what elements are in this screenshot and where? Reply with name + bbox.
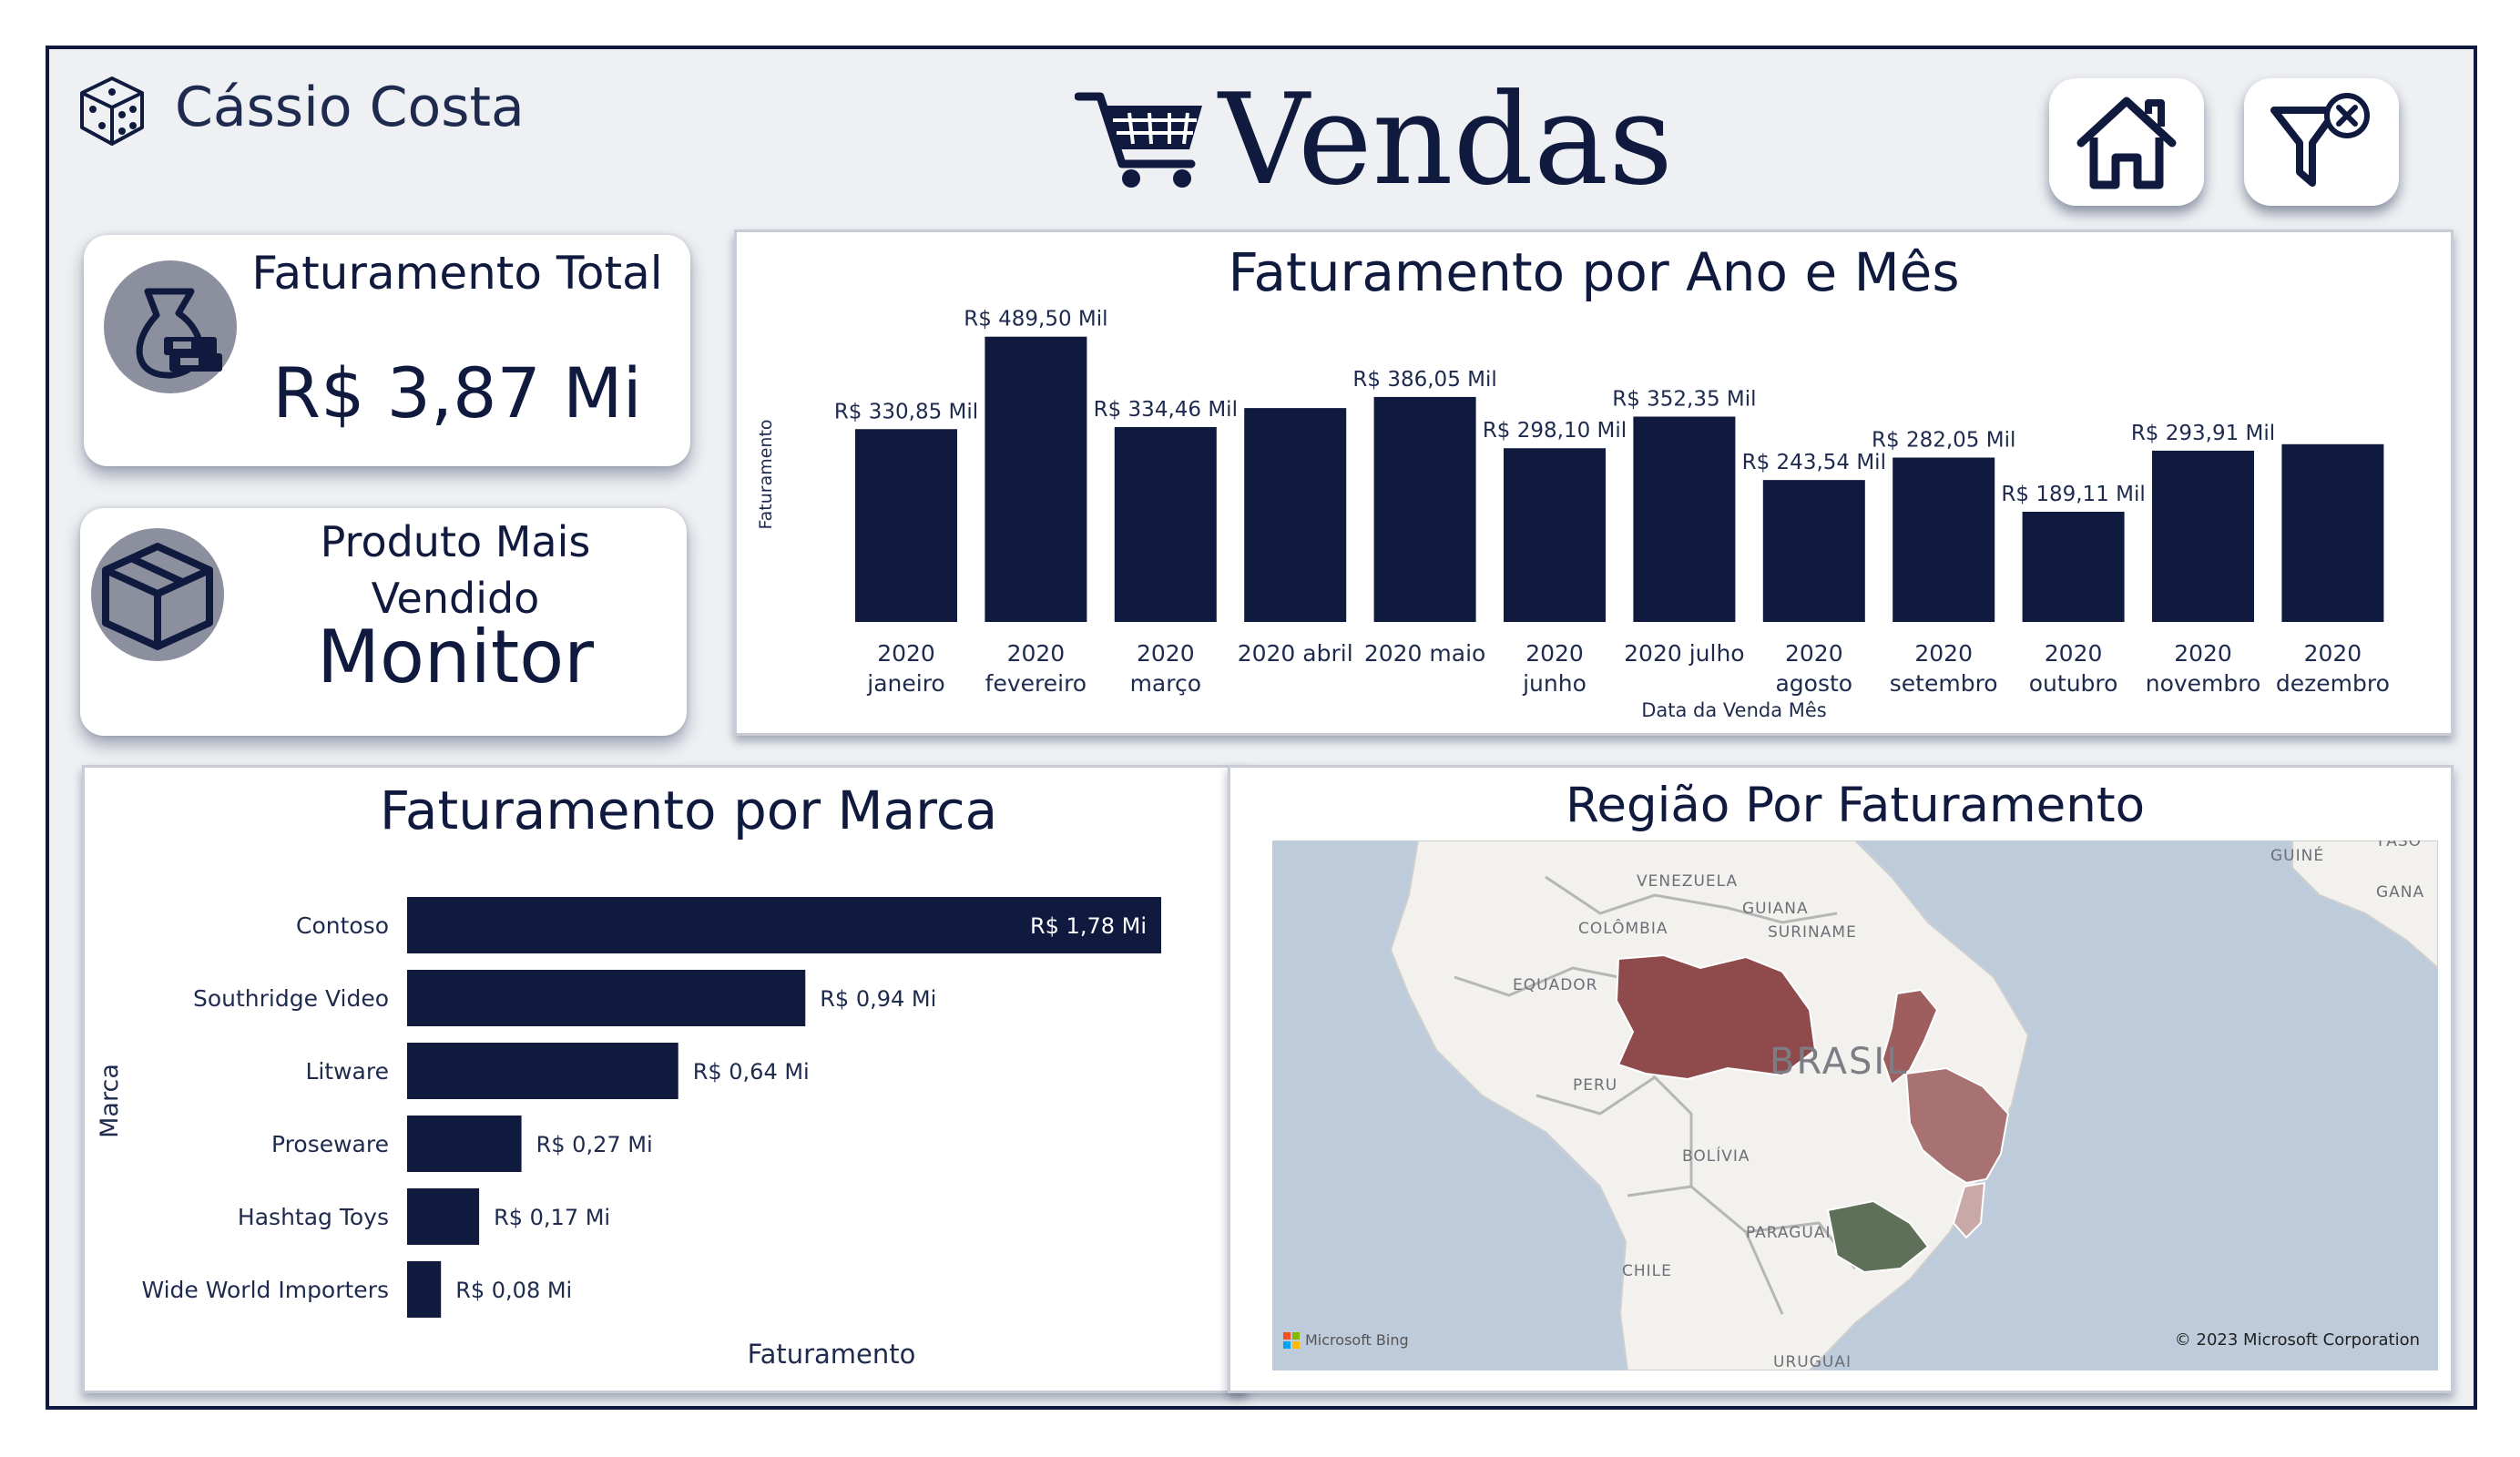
map-label-peru: PERU (1573, 1076, 1617, 1095)
map-label-chile: CHILE (1622, 1262, 1672, 1280)
brand-bar[interactable] (407, 970, 806, 1026)
monthly-data-label: R$ 243,54 Mil (1742, 451, 1886, 474)
monthly-x-tick: 2020 junho (1523, 640, 1586, 697)
brand-bar[interactable] (407, 897, 1161, 953)
monthly-data-label: R$ 386,05 Mil (1352, 368, 1496, 392)
map-label-venezuela: VENEZUELA (1637, 872, 1738, 891)
map-label-faso: FASO (2378, 841, 2422, 851)
box-icon (91, 528, 224, 661)
monthly-x-tick: 2020 março (1129, 640, 1202, 697)
brand-data-label: R$ 0,94 Mi (820, 986, 936, 1012)
brand-bar[interactable] (407, 1261, 442, 1318)
brand-data-label: R$ 1,78 Mi (1030, 913, 1147, 939)
brand-chart-title: Faturamento por Marca (379, 779, 998, 841)
map-label-equador: EQUADOR (1513, 976, 1597, 994)
brand-bar[interactable] (407, 1116, 522, 1172)
cart-icon (1074, 82, 1211, 191)
map-title: Região Por Faturamento (1565, 778, 2146, 833)
brand-category-label: Wide World Importers (141, 1277, 389, 1303)
map-label-paraguai: PARAGUAI (1746, 1224, 1831, 1242)
monthly-bar[interactable] (2281, 443, 2384, 622)
monthly-data-label: R$ 330,85 Mil (834, 400, 978, 423)
monthly-x-tick: 2020 julho (1624, 640, 1745, 667)
brand-data-label: R$ 0,27 Mi (536, 1132, 653, 1157)
kpi-top-product-value: Monitor (316, 615, 595, 699)
brand-revenue-panel: Faturamento por Marca Marca Contoso R$ 1,… (82, 765, 1248, 1393)
map-label-suriname: SURINAME (1768, 923, 1857, 942)
monthly-x-tick: 2020 abril (1237, 640, 1353, 667)
map-label-brasil: BRASIL (1770, 1041, 1908, 1083)
brand-chart-plot: Contoso R$ 1,78 Mi Southridge Video R$ 0,94… (141, 897, 1161, 1318)
dice-logo-icon (73, 73, 151, 151)
home-icon (2076, 97, 2177, 189)
map-label-colombia: COLÔMBIA (1578, 918, 1668, 938)
monthly-x-tick: 2020 maio (1363, 640, 1486, 667)
map-canvas[interactable]: VENEZUELA GUIANA SURINAME COLÔMBIA EQUAD… (1272, 841, 2438, 1370)
monthly-chart-plot: R$ 330,85 Mil R$ 489,50 Mil R$ 334,46 Mil R… (834, 308, 2384, 622)
brand-category-label: Hashtag Toys (238, 1204, 389, 1230)
kpi-total-revenue-label: Faturamento Total (251, 247, 663, 300)
brand-data-label: R$ 0,08 Mi (455, 1278, 572, 1303)
monthly-bar[interactable] (1114, 426, 1217, 622)
monthly-data-label: R$ 293,91 Mil (2131, 422, 2275, 445)
clear-filters-button[interactable] (2244, 78, 2399, 206)
monthly-bar[interactable] (1893, 457, 1995, 622)
map-label-uruguai: URUGUAI (1773, 1353, 1852, 1370)
map-label-guine: GUINÉ (2270, 845, 2324, 865)
monthly-bar[interactable] (855, 429, 957, 622)
map-copyright: © 2023 Microsoft Corporation (2174, 1330, 2420, 1350)
monthly-bar[interactable] (2022, 511, 2125, 622)
brand-category-label: Proseware (271, 1131, 389, 1157)
kpi-total-revenue-card: Faturamento Total R$ 3,87 Mi (84, 235, 690, 466)
page-title: Vendas (1219, 66, 1673, 213)
brand-category-label: Litware (305, 1058, 389, 1085)
monthly-bar[interactable] (1504, 448, 1606, 622)
bing-logo-icon (1283, 1332, 1300, 1349)
monthly-x-tick: 2020 agosto (1775, 640, 1853, 697)
brand-chart-xlabel: Faturamento (747, 1339, 916, 1370)
kpi-total-revenue-value: R$ 3,87 Mi (272, 352, 642, 433)
monthly-data-label: R$ 282,05 Mil (1872, 428, 2015, 452)
home-button[interactable] (2049, 78, 2204, 206)
brand-data-label: R$ 0,17 Mi (494, 1205, 610, 1230)
monthly-data-label: R$ 352,35 Mil (1612, 387, 1756, 411)
monthly-x-tick: 2020 dezembro (2275, 640, 2390, 697)
monthly-bar[interactable] (1373, 396, 1476, 622)
monthly-x-tick: 2020 janeiro (867, 640, 945, 697)
brand-bar[interactable] (407, 1188, 480, 1245)
monthly-data-label: R$ 298,10 Mil (1483, 419, 1627, 443)
brand-category-label: Southridge Video (193, 985, 389, 1012)
brand-data-label: R$ 0,64 Mi (693, 1059, 810, 1085)
monthly-bar[interactable] (985, 336, 1087, 622)
user-name: Cássio Costa (175, 76, 525, 139)
monthly-bar[interactable] (1762, 480, 1865, 622)
region-map-panel: Região Por Faturamento VENEZUELA GUIANA … (1228, 765, 2454, 1393)
filter-clear-icon (2270, 93, 2370, 187)
map-attribution: Microsoft Bing (1305, 1331, 1409, 1349)
monthly-data-label: R$ 489,50 Mil (964, 308, 1107, 331)
monthly-data-label: R$ 189,11 Mil (2001, 483, 2145, 506)
dashboard-frame: Cássio Costa Vendas (46, 46, 2477, 1410)
monthly-x-tick: 2020 outubro (2028, 640, 2118, 697)
monthly-bar[interactable] (1633, 416, 1736, 622)
map-label-bolivia: BOLÍVIA (1682, 1146, 1750, 1166)
monthly-x-tick: 2020 fevereiro (985, 640, 1087, 697)
kpi-top-product-label: Produto Mais Vendido (320, 517, 591, 623)
money-bag-icon (104, 260, 237, 393)
monthly-x-tick: 2020 setembro (1889, 640, 1998, 697)
brand-bar[interactable] (407, 1043, 678, 1099)
kpi-top-product-card: Produto Mais Vendido Monitor (80, 508, 687, 736)
map-label-guiana: GUIANA (1742, 900, 1809, 918)
monthly-revenue-panel: Faturamento por Ano e Mês Faturamento R$… (734, 229, 2454, 736)
monthly-bar[interactable] (1244, 408, 1347, 622)
monthly-chart-title: Faturamento por Ano e Mês (1228, 241, 1960, 303)
monthly-bar[interactable] (2152, 450, 2254, 622)
brand-category-label: Contoso (296, 912, 389, 939)
map-label-gana: GANA (2376, 883, 2424, 902)
monthly-chart-xlabel: Data da Venda Mês (1641, 699, 1827, 721)
monthly-data-label: R$ 334,46 Mil (1094, 398, 1238, 422)
monthly-x-tick: 2020 novembro (2145, 640, 2261, 697)
